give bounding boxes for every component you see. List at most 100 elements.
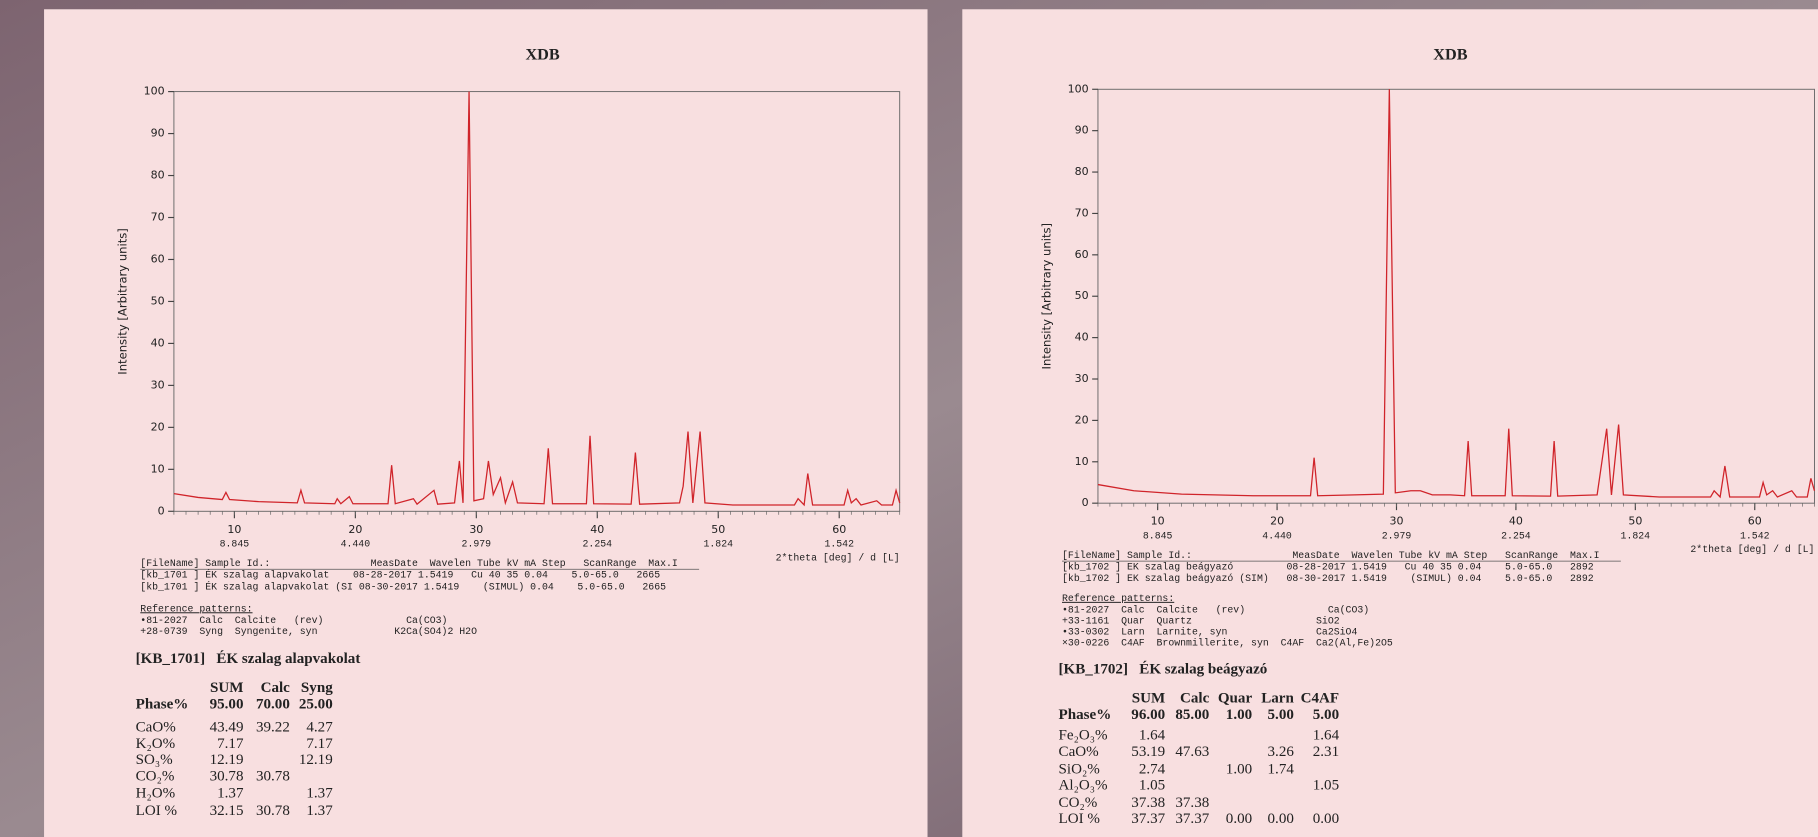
table-cell: 43.49 <box>210 720 244 736</box>
file-row: [kb_1702 ] EK szalag beágyazó 08-28-2017… <box>1062 562 1594 573</box>
d-tick-label: 2.979 <box>1382 530 1412 541</box>
d-tick-label: 2.254 <box>583 538 613 549</box>
reference-row: +33-1161 Quar Quartz SiO2 <box>1062 615 1340 626</box>
y-tick-label: 0 <box>1082 496 1089 509</box>
d-tick-label: 1.824 <box>703 538 733 549</box>
sample-title: [KB_1702] ÉK szalag beágyazó <box>1059 661 1268 678</box>
y-tick-label: 50 <box>1075 289 1089 302</box>
table-header: Syng <box>301 680 333 696</box>
table-header: SUM <box>1132 691 1165 707</box>
reference-row: •81-2027 Calc Calcite (rev) Ca(CO3) <box>140 615 447 626</box>
table-cell: 0.00 <box>1313 811 1339 827</box>
table-cell: 47.63 <box>1175 744 1209 760</box>
file-header: [FileName] Sample Id.: MeasDate Wavelen … <box>140 558 678 569</box>
table-cell: 7.17 <box>306 736 333 752</box>
table-cell: 37.38 <box>1131 795 1165 811</box>
table-header: Calc <box>1180 691 1210 707</box>
reference-row: ×30-0226 C4AF Brownmillerite, syn C4AF C… <box>1062 637 1393 648</box>
table-row-label: CaO% <box>136 720 177 736</box>
d-tick-label: 1.542 <box>1740 530 1770 541</box>
table-cell: 3.26 <box>1268 744 1295 760</box>
x-axis-label: 2*theta [deg] / d [L] <box>776 552 900 563</box>
table-row-label: H₂O% <box>136 786 176 802</box>
table-cell: 0.00 <box>1226 811 1252 827</box>
table-row-label: CaO% <box>1059 744 1100 760</box>
y-tick-label: 30 <box>151 378 165 391</box>
chart-title: XDB <box>525 45 559 63</box>
y-tick-label: 80 <box>151 169 165 182</box>
d-tick-label: 2.254 <box>1501 530 1531 541</box>
sample-title: [KB_1701] ÉK szalag alapvakolat <box>136 650 361 667</box>
y-tick-label: 60 <box>151 252 165 265</box>
table-header: Quar <box>1218 691 1253 707</box>
table-cell: 95.00 <box>210 696 244 712</box>
table-cell: 0.00 <box>1268 811 1294 827</box>
y-tick-label: 80 <box>1075 165 1089 178</box>
table-cell: 7.17 <box>217 736 244 752</box>
x-tick-label: 40 <box>590 523 604 536</box>
y-tick-label: 90 <box>151 127 165 140</box>
table-cell: 37.37 <box>1175 811 1209 827</box>
table-header: Larn <box>1261 691 1294 707</box>
d-tick-label: 1.824 <box>1621 530 1651 541</box>
file-header: [FileName] Sample Id.: MeasDate Wavelen … <box>1062 550 1600 561</box>
table-cell: 2.74 <box>1139 761 1166 777</box>
spectrum-line <box>1097 89 1816 499</box>
table-header: SUM <box>210 680 243 696</box>
y-tick-label: 40 <box>151 336 165 349</box>
y-tick-label: 100 <box>144 85 165 98</box>
table-row-label: CO₂% <box>136 768 175 784</box>
table-row-label: Phase% <box>136 696 189 712</box>
table-cell: 1.05 <box>1313 778 1339 794</box>
table-cell: 1.37 <box>306 786 333 802</box>
x-tick-label: 10 <box>1151 515 1165 528</box>
d-tick-label: 4.440 <box>1262 530 1292 541</box>
table-cell: 1.64 <box>1313 728 1340 744</box>
x-tick-label: 60 <box>832 523 846 536</box>
table-header: Calc <box>261 680 291 696</box>
x-tick-label: 20 <box>1270 515 1284 528</box>
y-tick-label: 30 <box>1075 372 1089 385</box>
table-row-label: CO₂% <box>1059 795 1098 811</box>
x-tick-label: 30 <box>1389 515 1403 528</box>
file-row: [kb_1701 ] ÉK szalag alapvakolat 08-28-2… <box>140 570 660 581</box>
y-tick-label: 90 <box>1075 124 1089 137</box>
reference-title: Reference patterns: <box>1062 593 1174 604</box>
y-tick-label: 70 <box>1075 206 1089 219</box>
table-cell: 1.37 <box>217 786 244 802</box>
y-tick-label: 60 <box>1075 248 1089 261</box>
d-tick-label: 4.440 <box>341 538 371 549</box>
d-tick-label: 1.542 <box>824 538 854 549</box>
table-cell: 1.37 <box>306 803 333 819</box>
chart-title: XDB <box>1433 45 1467 63</box>
table-cell: 85.00 <box>1175 707 1209 723</box>
reference-row: •33-0302 Larn Larnite, syn Ca2SiO4 <box>1062 626 1357 637</box>
x-tick-label: 20 <box>348 523 362 536</box>
y-tick-label: 10 <box>1075 455 1089 468</box>
table-row-label: SO₃% <box>136 752 174 768</box>
table-row-label: Phase% <box>1059 707 1112 723</box>
x-tick-label: 50 <box>711 523 725 536</box>
table-cell: 25.00 <box>299 696 333 712</box>
table-row-label: K₂O% <box>136 736 176 752</box>
table-cell: 53.19 <box>1131 744 1165 760</box>
table-cell: 30.78 <box>210 768 244 784</box>
reference-title: Reference patterns: <box>140 603 252 614</box>
d-tick-label: 8.845 <box>220 538 250 549</box>
reference-row: +28-0739 Syng Syngenite, syn K2Ca(SO4)2 … <box>140 626 477 637</box>
y-tick-label: 20 <box>1075 413 1089 426</box>
reference-row: •81-2027 Calc Calcite (rev) Ca(CO3) <box>1062 604 1369 615</box>
file-row: [kb_1701 ] ÉK szalag alapvakolat (SI 08-… <box>140 581 666 592</box>
x-tick-label: 60 <box>1748 515 1762 528</box>
table-row-label: Fe₂O₃% <box>1059 728 1108 744</box>
table-cell: 32.15 <box>210 803 244 819</box>
table-cell: 1.74 <box>1268 761 1295 777</box>
table-cell: 96.00 <box>1131 707 1165 723</box>
y-tick-label: 10 <box>151 462 165 475</box>
d-tick-label: 8.845 <box>1143 530 1173 541</box>
table-cell: 37.38 <box>1175 795 1209 811</box>
y-axis-label: Intensity [Arbitrary units] <box>1039 223 1053 370</box>
y-tick-label: 100 <box>1068 82 1089 95</box>
table-cell: 1.00 <box>1226 761 1252 777</box>
